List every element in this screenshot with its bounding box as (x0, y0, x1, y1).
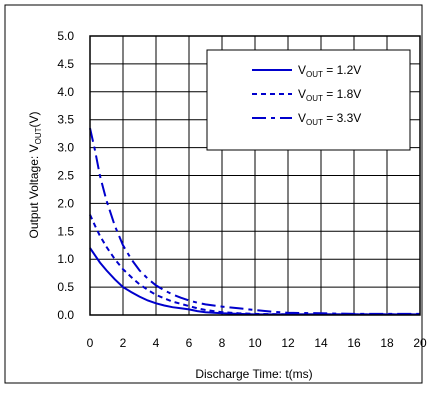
x-tick-label: 10 (248, 336, 262, 350)
y-tick-label: 1.0 (57, 252, 74, 266)
y-tick-label: 3.0 (57, 141, 74, 155)
x-tick-label: 2 (120, 336, 127, 350)
plot-border (89, 35, 421, 316)
y-tick-label: 0.0 (57, 308, 74, 322)
legend: VOUT = 1.2V VOUT = 1.8V VOUT = 3.3V (206, 49, 411, 151)
y-axis-label: Output Voltage: VOUT(V) (27, 112, 43, 239)
y-tick-label: 2.0 (57, 196, 74, 210)
y-tick-label: 0.5 (57, 280, 74, 294)
x-axis-label: Discharge Time: t(ms) (195, 367, 312, 381)
x-tick-label: 18 (380, 336, 394, 350)
y-tick-label: 4.5 (57, 57, 74, 71)
y-axis-label-sub: OUT (34, 127, 43, 144)
legend-box (206, 49, 411, 151)
x-tick-label: 0 (87, 336, 94, 350)
y-tick-label: 4.0 (57, 85, 74, 99)
x-tick-label: 6 (186, 336, 193, 350)
legend-label-3: VOUT = 3.3V (298, 111, 361, 127)
y-tick-label: 2.5 (57, 169, 74, 183)
y-tick-label: 3.5 (57, 113, 74, 127)
x-tick-label: 20 (413, 336, 427, 350)
x-tick-label: 8 (219, 336, 226, 350)
series-line-3 (89, 127, 420, 315)
plot-area-border (89, 35, 421, 316)
x-tick-label: 12 (281, 336, 295, 350)
x-tick-label: 16 (347, 336, 361, 350)
legend-label-2: VOUT = 1.8V (298, 87, 361, 103)
x-tick-label: 4 (153, 336, 160, 350)
y-tick-label: 5.0 (57, 29, 74, 43)
y-axis-label-main: Output Voltage: V (27, 144, 41, 238)
x-tick-label: 14 (314, 336, 328, 350)
y-axis-label-unit: (V) (27, 112, 41, 128)
y-tick-label: 1.5 (57, 224, 74, 238)
legend-label-1: VOUT = 1.2V (298, 63, 361, 79)
tick-labels: 0 2 4 6 8 10 12 14 16 18 20 0.0 0.5 1.0 1.5 2.0 2.5 3.0 3.… (57, 29, 427, 350)
